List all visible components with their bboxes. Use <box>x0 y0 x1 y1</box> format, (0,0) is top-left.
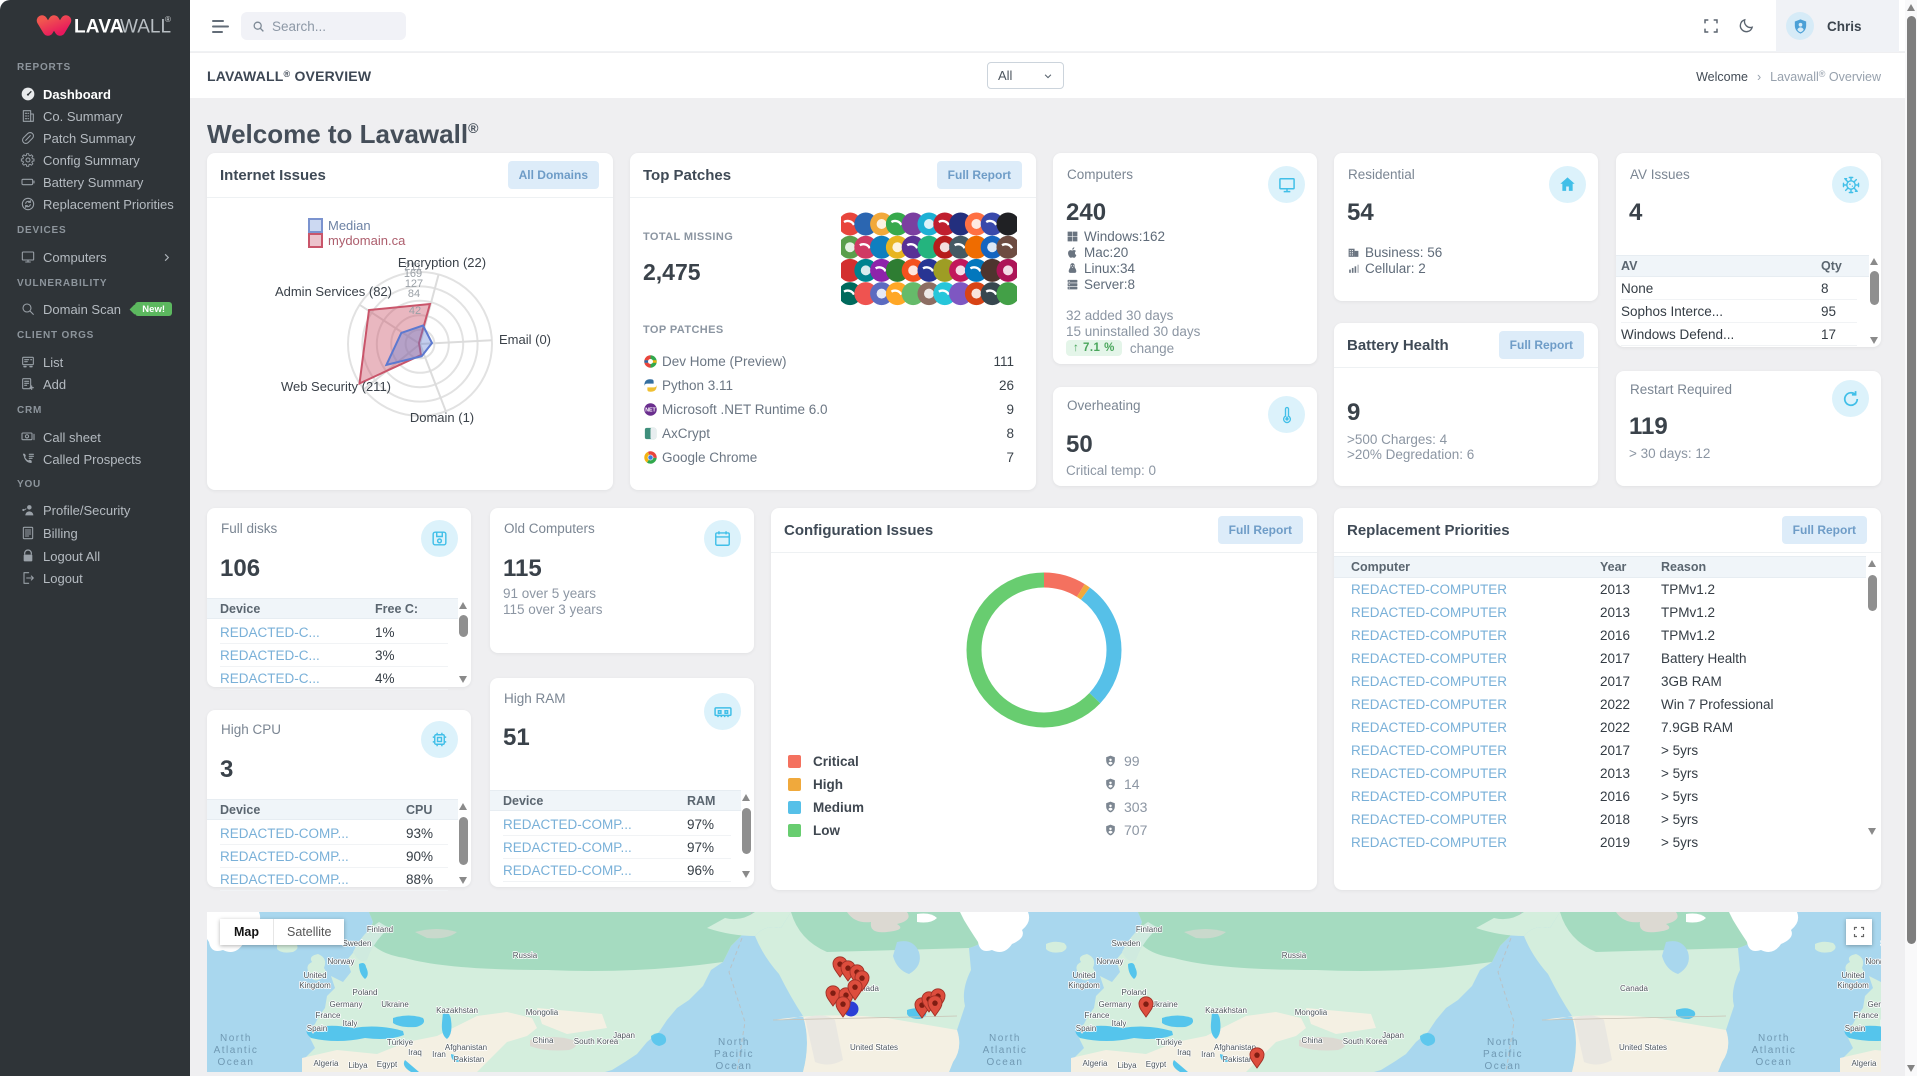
svg-text:Iran: Iran <box>1201 1050 1215 1059</box>
svg-text:Libya: Libya <box>1117 1061 1137 1070</box>
svg-text:Atlantic: Atlantic <box>1752 1045 1797 1056</box>
svg-text:Algeria: Algeria <box>1083 1059 1108 1068</box>
svg-text:Admin Services (82): Admin Services (82) <box>275 284 392 299</box>
svg-text:Libya: Libya <box>348 1061 368 1070</box>
svg-text:Kingdom: Kingdom <box>299 981 331 990</box>
svg-text:Italy: Italy <box>343 1019 358 1028</box>
svg-text:®: ® <box>165 15 171 24</box>
svg-text:Canada: Canada <box>851 984 880 993</box>
svg-text:United States: United States <box>850 1043 898 1052</box>
svg-text:Türkiye: Türkiye <box>1156 1038 1183 1047</box>
svg-text:mydomain.ca: mydomain.ca <box>328 233 406 248</box>
svg-text:Ukraine: Ukraine <box>381 1000 409 1009</box>
svg-text:United: United <box>303 971 326 980</box>
svg-text:Pacific: Pacific <box>1483 1049 1523 1060</box>
svg-text:Italy: Italy <box>1112 1019 1127 1028</box>
svg-text:Median: Median <box>328 218 371 233</box>
svg-text:Germany: Germany <box>1868 1000 1881 1009</box>
svg-text:Norway: Norway <box>1865 957 1881 966</box>
svg-text:Poland: Poland <box>353 988 378 997</box>
svg-text:Encryption (22): Encryption (22) <box>398 255 486 270</box>
svg-text:Afghanistan: Afghanistan <box>1214 1043 1256 1052</box>
svg-text:169: 169 <box>404 268 422 280</box>
svg-text:Norway: Norway <box>1096 957 1123 966</box>
svg-text:Spain: Spain <box>1076 1024 1096 1033</box>
svg-text:Ukraine: Ukraine <box>1150 1000 1178 1009</box>
svg-text:Ocean: Ocean <box>1485 1061 1522 1072</box>
svg-text:North: North <box>989 1033 1021 1044</box>
svg-text:Japan: Japan <box>613 1031 635 1040</box>
svg-text:Sweden: Sweden <box>1112 939 1141 948</box>
svg-text:France: France <box>316 1011 341 1020</box>
svg-text:Finland: Finland <box>1136 925 1162 934</box>
svg-text:Spain: Spain <box>1845 1024 1865 1033</box>
svg-text:North: North <box>718 1037 750 1048</box>
svg-text:Iraq: Iraq <box>408 1048 422 1057</box>
svg-text:Iran: Iran <box>432 1050 446 1059</box>
svg-text:Afghanistan: Afghanistan <box>445 1043 487 1052</box>
svg-text:NET: NET <box>645 407 656 413</box>
svg-text:Domain (1): Domain (1) <box>410 410 474 425</box>
svg-text:Ocean: Ocean <box>218 1057 255 1068</box>
svg-text:Spain: Spain <box>307 1024 327 1033</box>
svg-text:Iraq: Iraq <box>1177 1048 1191 1057</box>
svg-text:Ocean: Ocean <box>1756 1057 1793 1068</box>
svg-text:Mongolia: Mongolia <box>526 1008 559 1017</box>
svg-text:LAVA: LAVA <box>74 17 124 38</box>
svg-text:Atlantic: Atlantic <box>983 1045 1028 1056</box>
svg-text:Email (0): Email (0) <box>499 332 551 347</box>
svg-text:Türkiye: Türkiye <box>387 1038 414 1047</box>
svg-text:Germany: Germany <box>1099 1000 1132 1009</box>
svg-text:211: 211 <box>404 261 422 273</box>
svg-text:South Korea: South Korea <box>574 1037 619 1046</box>
svg-text:United States: United States <box>1619 1043 1667 1052</box>
svg-text:Russia: Russia <box>1282 951 1307 960</box>
svg-text:France: France <box>1854 1011 1879 1020</box>
svg-text:Russia: Russia <box>513 951 538 960</box>
svg-text:Poland: Poland <box>1122 988 1147 997</box>
svg-text:Canada: Canada <box>1620 984 1649 993</box>
svg-text:Germany: Germany <box>330 1000 363 1009</box>
svg-text:China: China <box>533 1036 554 1045</box>
svg-text:127: 127 <box>405 278 423 290</box>
svg-text:WALL: WALL <box>120 17 171 38</box>
svg-text:United: United <box>1072 971 1095 980</box>
svg-text:Egypt: Egypt <box>1146 1060 1167 1069</box>
svg-text:South Korea: South Korea <box>1343 1037 1388 1046</box>
svg-text:84: 84 <box>408 288 420 300</box>
svg-text:Pacific: Pacific <box>714 1049 754 1060</box>
svg-text:North: North <box>1758 1033 1790 1044</box>
svg-text:North: North <box>1487 1037 1519 1048</box>
svg-text:Ocean: Ocean <box>987 1057 1024 1068</box>
svg-text:Ocean: Ocean <box>716 1061 753 1072</box>
svg-text:Egypt: Egypt <box>377 1060 398 1069</box>
svg-text:Algeria: Algeria <box>1852 1059 1877 1068</box>
svg-text:Web Security (211): Web Security (211) <box>281 379 391 394</box>
svg-text:United: United <box>1841 971 1864 980</box>
svg-text:Kingdom: Kingdom <box>1837 981 1869 990</box>
svg-text:Atlantic: Atlantic <box>214 1045 259 1056</box>
svg-text:Japan: Japan <box>1382 1031 1404 1040</box>
svg-text:France: France <box>1085 1011 1110 1020</box>
svg-text:Kazakhstan: Kazakhstan <box>436 1006 478 1015</box>
svg-text:42: 42 <box>409 305 421 317</box>
svg-text:Algeria: Algeria <box>314 1059 339 1068</box>
svg-text:Finland: Finland <box>367 925 393 934</box>
svg-text:Pakistan: Pakistan <box>1223 1055 1254 1064</box>
svg-text:Kazakhstan: Kazakhstan <box>1205 1006 1247 1015</box>
svg-text:China: China <box>1302 1036 1323 1045</box>
svg-text:Sweden: Sweden <box>343 939 372 948</box>
svg-text:Norway: Norway <box>327 957 354 966</box>
svg-text:North: North <box>220 1033 252 1044</box>
svg-text:Pakistan: Pakistan <box>454 1055 485 1064</box>
svg-text:Kingdom: Kingdom <box>1068 981 1100 990</box>
svg-text:Mongolia: Mongolia <box>1295 1008 1328 1017</box>
